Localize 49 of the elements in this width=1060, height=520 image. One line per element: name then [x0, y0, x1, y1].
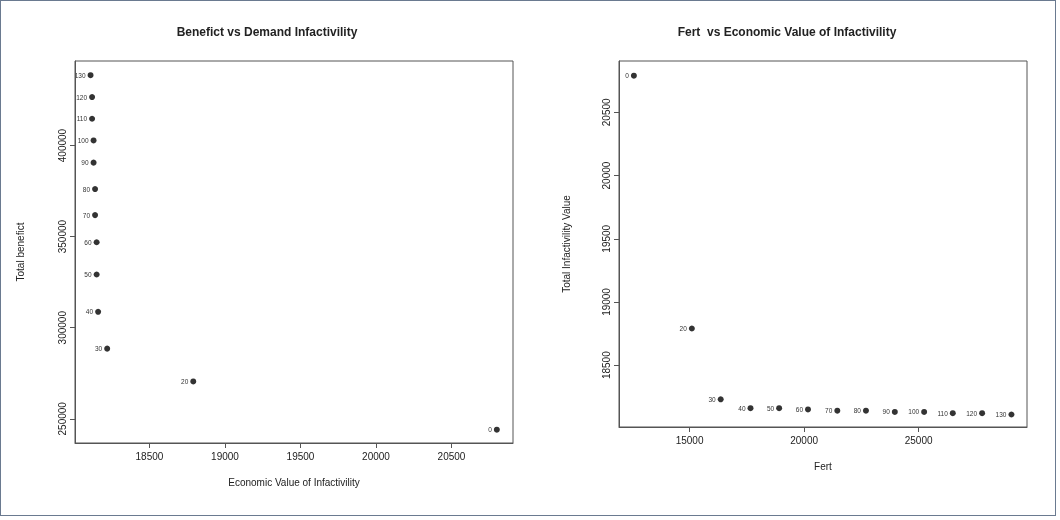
point: [630, 72, 637, 79]
x-tick-label: 19000: [211, 450, 240, 462]
x-tick-label: 19500: [286, 450, 315, 462]
point: [921, 408, 928, 415]
point: [805, 406, 811, 413]
y-tick-label: 19500: [600, 224, 612, 253]
point: [493, 426, 500, 433]
point: [862, 407, 869, 414]
point: [95, 308, 102, 315]
point: [190, 378, 197, 385]
point: [93, 239, 100, 246]
y-tick-label: 18500: [600, 350, 612, 380]
point: [688, 325, 695, 332]
point: [90, 159, 97, 166]
point: [776, 405, 783, 412]
point: [979, 410, 986, 417]
x-tick-label: 20500: [437, 450, 466, 462]
chart-title: Fert vs Economic Value of Infactivility: [677, 25, 897, 39]
y-tick-label: 400000: [56, 128, 68, 163]
y-tick-label: 250000: [56, 401, 68, 436]
y-tick-label: 19000: [600, 287, 612, 316]
x-axis-title: Fert: [814, 460, 833, 472]
x-axis-title: Economic Value of Infactivility: [228, 476, 360, 488]
point: [89, 115, 96, 122]
point: [92, 186, 99, 193]
y-tick-label: 20500: [600, 97, 612, 127]
point: [87, 72, 94, 79]
point: [104, 345, 111, 352]
x-tick-label: 25000: [904, 434, 933, 446]
point: [93, 271, 100, 278]
y-tick-label: 20000: [600, 161, 612, 190]
y-tick-label: 350000: [56, 219, 68, 254]
point: [891, 408, 898, 415]
point: [89, 94, 96, 101]
x-tick-label: 15000: [675, 434, 704, 446]
y-tick-label: 300000: [56, 310, 68, 345]
point: [1008, 411, 1015, 418]
point: [949, 410, 956, 417]
point: [834, 407, 841, 414]
x-tick-label: 18500: [135, 450, 164, 462]
x-tick-label: 20000: [790, 434, 819, 446]
point: [717, 396, 724, 403]
chart-title: Benefict vs Demand Infactivility: [176, 25, 358, 39]
point: [90, 137, 97, 144]
y-axis-title: Total benefict: [14, 222, 26, 282]
y-axis-title: Total Infactivility Value: [560, 194, 572, 293]
point: [747, 405, 754, 412]
x-tick-label: 20000: [362, 450, 391, 462]
point: [92, 212, 99, 219]
